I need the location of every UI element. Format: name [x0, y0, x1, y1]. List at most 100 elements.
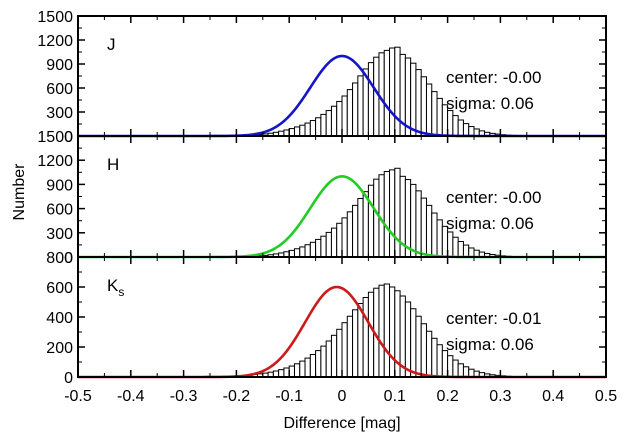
histogram-bar: [420, 76, 427, 137]
histogram-bar: [304, 244, 311, 258]
histogram-bar: [367, 62, 375, 137]
histogram-bar: [325, 231, 332, 258]
x-tick-label: -0.4: [117, 388, 145, 405]
histogram-bar: [425, 330, 433, 378]
y-tick-label: 0: [64, 370, 73, 387]
y-tick-label: 1500: [37, 9, 73, 26]
histogram-bar: [383, 49, 391, 137]
histogram-bar: [336, 222, 343, 258]
histogram-bar: [309, 241, 317, 258]
histogram-bar: [304, 357, 311, 378]
histogram-bar: [415, 315, 422, 378]
x-tick-label: 0.3: [489, 388, 511, 405]
panel-ks: 0 200 400 600 800 Ks center: -0.01 sigma: 0.06: [46, 250, 607, 387]
x-tick-label: -0.1: [275, 388, 303, 405]
histogram-bar: [394, 46, 401, 137]
histogram-bar: [362, 297, 369, 378]
y-tick-label: 900: [46, 177, 73, 194]
histogram-bars: [220, 46, 544, 137]
histogram-bar: [299, 246, 306, 258]
band-label: Ks: [107, 276, 124, 299]
histogram-bar: [378, 284, 385, 378]
y-tick-label: 600: [46, 280, 73, 297]
histogram-bar: [431, 212, 438, 258]
fit-sigma-text: sigma: 0.06: [446, 94, 534, 113]
histogram-bar: [394, 167, 401, 258]
histogram-bar: [447, 355, 454, 378]
histogram-bar: [452, 115, 459, 137]
histogram-bar: [320, 345, 327, 378]
y-tick-label: 1200: [37, 153, 73, 170]
histogram-bar: [410, 62, 417, 137]
histogram-bar: [320, 235, 327, 258]
histogram-bar: [288, 365, 295, 378]
histogram-bar: [362, 191, 369, 258]
histogram-bar: [357, 198, 364, 258]
histogram-bar: [341, 217, 348, 258]
x-tick-label: 0.1: [384, 388, 406, 405]
y-tick-label: 600: [46, 202, 73, 219]
histogram-bar: [320, 113, 327, 137]
histogram-bar: [468, 247, 475, 258]
histogram-bar: [425, 83, 433, 137]
histogram-bar: [436, 97, 443, 137]
y-axis-title: Number: [11, 163, 28, 221]
histogram-bar: [367, 184, 375, 258]
histogram-bar: [283, 367, 290, 378]
histogram-bar: [352, 82, 359, 137]
fit-center-text: center: -0.00: [446, 188, 541, 207]
histogram-bar: [436, 219, 443, 258]
fit-center-text: center: -0.00: [446, 68, 541, 87]
histogram-bar: [315, 117, 322, 137]
y-tick-label: 900: [46, 57, 73, 74]
histogram-bar: [352, 309, 359, 378]
histogram-bar: [383, 283, 391, 378]
y-tick-label: 1200: [37, 33, 73, 50]
fit-sigma-text: sigma: 0.06: [446, 214, 534, 233]
histogram-bar: [304, 122, 311, 137]
histogram-bar: [309, 354, 317, 378]
histogram-bar: [452, 236, 459, 258]
y-tick-label: 600: [46, 81, 73, 98]
histogram-bar: [315, 350, 322, 378]
histogram-bar: [462, 366, 470, 378]
histogram-bar: [468, 126, 475, 137]
histogram-bars: [225, 167, 538, 258]
histogram-bar: [346, 211, 354, 258]
histogram-bar: [457, 363, 464, 378]
histogram-bar: [373, 178, 380, 258]
x-tick-label: -0.3: [170, 388, 198, 405]
histogram-bar: [346, 89, 354, 137]
histogram-bar: [404, 301, 412, 378]
histogram-bar: [325, 340, 332, 378]
histogram-bar: [462, 244, 470, 258]
histogram-bar: [367, 291, 375, 378]
histogram-bar: [447, 110, 454, 137]
histogram-bar: [457, 241, 464, 258]
histogram-bar: [425, 204, 433, 258]
histogram-bar: [330, 334, 338, 378]
x-tick-label: -0.2: [223, 388, 251, 405]
y-tick-label: 0: [64, 129, 73, 146]
histogram-bar: [462, 123, 470, 137]
band-label: J: [107, 35, 116, 54]
histogram-bar: [341, 322, 348, 378]
histogram-bar: [452, 359, 459, 378]
histogram-bar: [389, 169, 396, 258]
histogram-bar: [336, 328, 343, 378]
histogram-bar: [441, 350, 449, 378]
histogram-bar: [389, 286, 396, 378]
y-tick-label: 400: [46, 310, 73, 327]
histogram-bar: [330, 105, 338, 137]
histogram-bar: [341, 95, 348, 137]
histogram-bar: [431, 337, 438, 378]
histogram-bar: [415, 69, 422, 137]
histogram-bar: [383, 170, 391, 258]
histogram-bar: [325, 110, 332, 137]
x-tick-label: -0.5: [64, 388, 92, 405]
y-tick-label: 800: [46, 250, 73, 267]
histogram-bar: [309, 120, 317, 137]
